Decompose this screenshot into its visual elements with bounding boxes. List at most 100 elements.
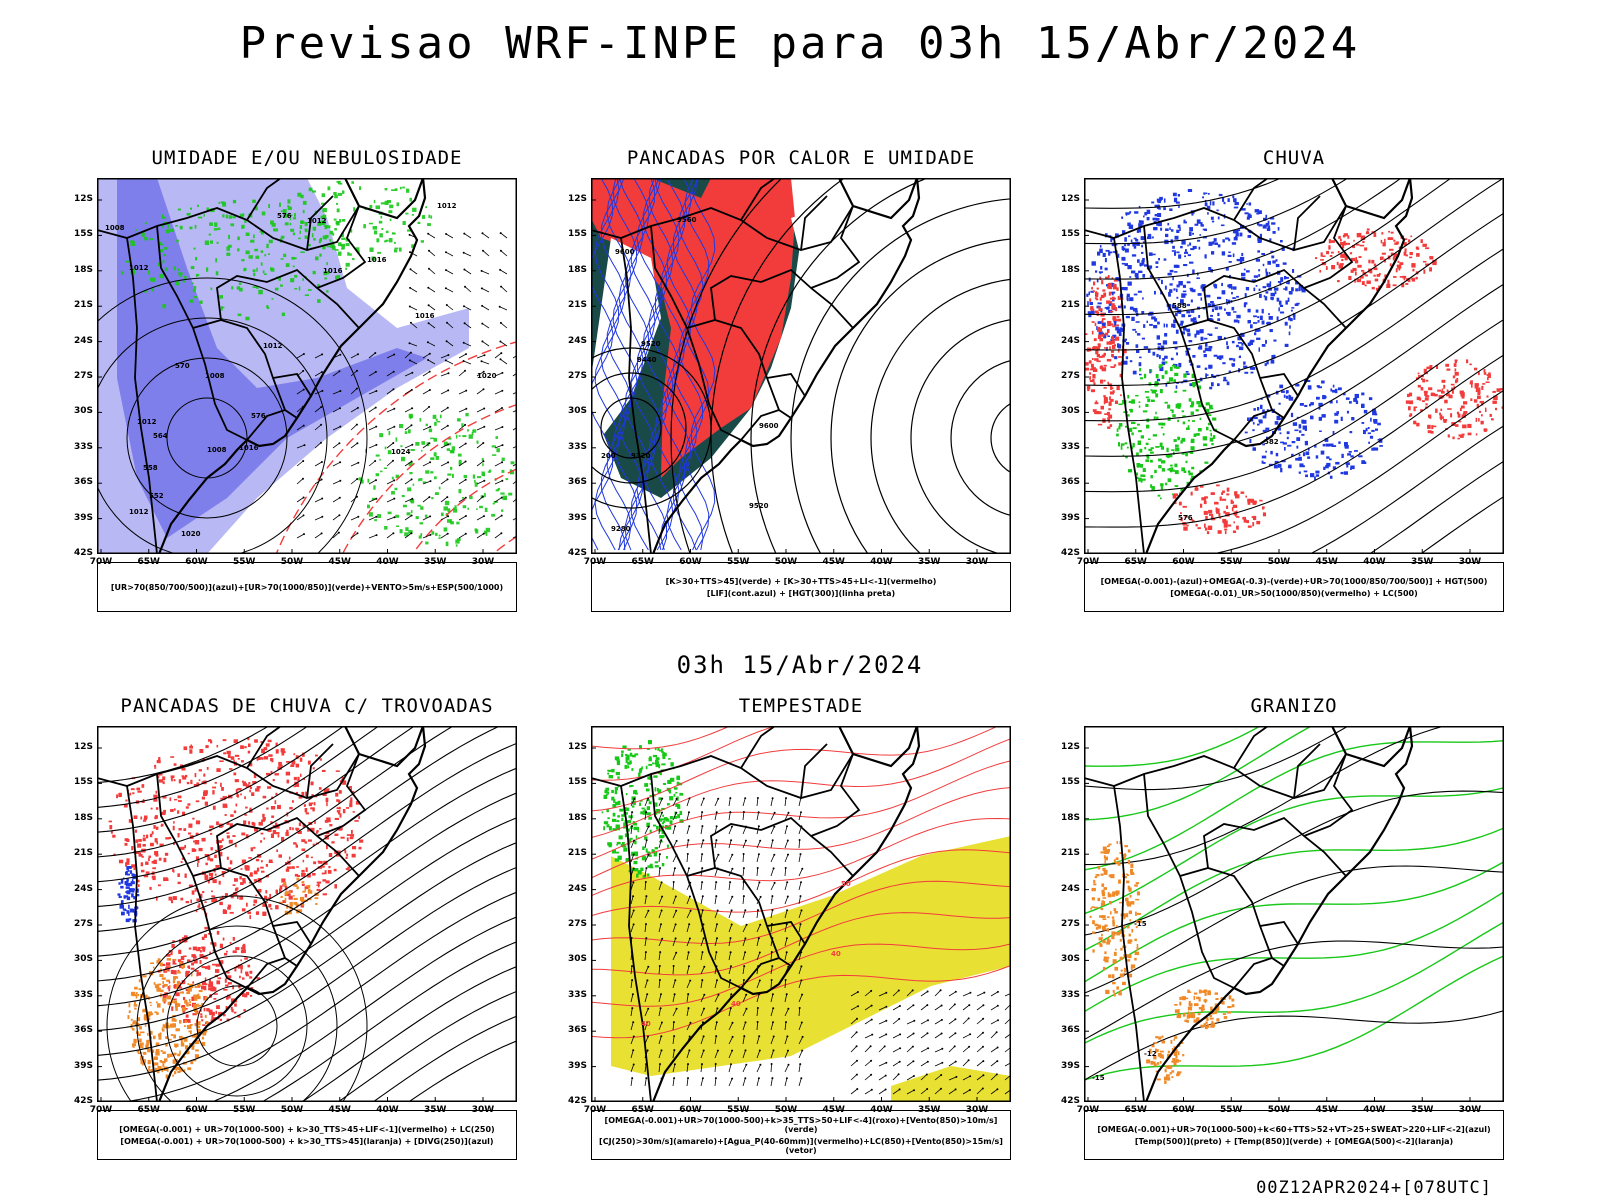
strong-wind-vector-head	[659, 1007, 662, 1010]
strong-omega-cell	[1207, 422, 1212, 426]
storm-risk-cell	[185, 901, 189, 904]
humid-ascent-cell	[1340, 253, 1345, 258]
low-level-humidity-cell	[317, 284, 320, 287]
omega-ascent-cell	[1130, 239, 1133, 243]
low-level-wind-cell	[621, 753, 624, 758]
humid-ascent-cell	[1481, 414, 1483, 417]
instability-cell	[184, 1020, 187, 1023]
humid-ascent-cell	[1225, 512, 1230, 517]
storm-risk-cell	[217, 1017, 220, 1020]
humid-ascent-cell	[1462, 412, 1466, 416]
wind-vector-head	[446, 321, 448, 324]
omega-ascent-cell	[1173, 264, 1179, 268]
omega-ascent-cell	[1269, 281, 1272, 284]
strong-wind-vector-head	[784, 979, 787, 981]
wind-vector-head	[392, 532, 395, 535]
wind-vector	[350, 424, 358, 431]
omega-ascent-cell	[1175, 329, 1179, 334]
geopotential-500-contour	[1084, 318, 1504, 493]
strong-omega-cell	[1160, 426, 1164, 429]
wind-vector-head	[482, 532, 485, 535]
divergence-cell	[121, 912, 124, 916]
strong-wind-vector-head	[744, 839, 747, 842]
low-level-wind-cell	[649, 829, 652, 833]
strong-wind-vector	[770, 979, 772, 989]
humid-ascent-cell	[1089, 376, 1091, 380]
omega-ascent-cell	[1139, 263, 1144, 266]
omega-ascent-cell	[1187, 254, 1191, 257]
omega-ascent-cell	[1147, 233, 1152, 238]
strong-omega-cell	[1125, 425, 1128, 428]
humid-ascent-cell	[1336, 261, 1339, 266]
storm-risk-cell	[275, 792, 278, 796]
omega-ascent-cell	[1169, 227, 1171, 230]
storm-risk-cell	[260, 832, 264, 835]
low-level-humidity-cell	[334, 249, 339, 251]
omega-ascent-cell	[1190, 248, 1195, 251]
omega-ascent-cell	[1334, 419, 1339, 424]
storm-risk-cell	[212, 786, 217, 789]
humid-ascent-cell	[1215, 510, 1220, 514]
storm-risk-cell	[270, 908, 273, 910]
strong-omega-cell	[1160, 486, 1163, 490]
storm-risk-cell	[168, 988, 171, 992]
strong-omega-cell	[1164, 370, 1168, 375]
instability-cell	[133, 1020, 136, 1023]
strong-wind-vector	[672, 980, 676, 989]
country-border	[710, 268, 854, 329]
wind-vector-head	[409, 351, 412, 354]
storm-risk-cell	[194, 840, 200, 845]
strong-wind-vector-head	[660, 881, 663, 884]
storm-risk-cell	[192, 981, 195, 984]
omega-ascent-cell	[1332, 466, 1337, 470]
low-level-humidity-cell	[410, 415, 413, 419]
map-frame: 588 582 576 12S 15S 18S 21S 24S 27S 30S 33S 36S 39S 4…	[1061, 178, 1504, 567]
storm-risk-cell	[304, 894, 307, 898]
storm-risk-cell	[195, 909, 198, 913]
low-level-humidity-cell	[369, 204, 373, 209]
low-level-humidity-cell	[231, 286, 234, 290]
low-level-humidity-cell	[221, 306, 225, 309]
omega-ascent-cell	[1270, 450, 1273, 455]
contour-label: 1020	[477, 372, 497, 380]
geopotential-500-contour	[1368, 460, 1504, 554]
low-level-wind-cell	[646, 812, 651, 816]
instability-cell	[185, 1050, 190, 1055]
omega-ascent-cell	[1325, 437, 1328, 441]
strong-omega-cell	[1188, 472, 1193, 476]
omega-ascent-cell	[1217, 312, 1220, 317]
low-level-wind-cell	[656, 788, 659, 792]
omega-ascent-cell	[1125, 315, 1130, 319]
humid-ascent-cell	[1439, 412, 1442, 416]
low-level-wind-cell	[623, 826, 628, 829]
low-level-humidity-cell	[337, 180, 341, 185]
omega-ascent-cell	[1111, 291, 1116, 294]
storm-risk-cell	[131, 864, 136, 868]
low-level-humidity-cell	[182, 280, 186, 283]
storm-risk-cell	[286, 893, 291, 896]
omega-ascent-cell	[1247, 342, 1251, 347]
low-level-humidity-cell	[299, 230, 301, 234]
strong-wind-vector	[770, 812, 775, 821]
low-level-wind-cell	[646, 806, 650, 810]
low-level-humidity-cell	[304, 228, 307, 232]
country-border	[810, 205, 861, 289]
contour-label: 9520	[641, 340, 661, 348]
humid-ascent-cell	[1090, 308, 1095, 311]
low-level-wind-cell	[626, 754, 630, 758]
storm-risk-cell	[226, 996, 229, 1000]
humid-ascent-cell	[1096, 360, 1101, 363]
omega-ascent-cell	[1202, 307, 1206, 310]
storm-risk-cell	[126, 858, 130, 863]
low-level-humidity-cell	[336, 202, 338, 205]
strong-omega-cell	[1116, 428, 1119, 432]
omega-ascent-cell	[1281, 247, 1285, 251]
low-level-humidity-cell	[266, 243, 269, 249]
humid-ascent-cell	[1409, 413, 1413, 417]
storm-risk-cell	[325, 880, 330, 884]
low-level-humidity-cell	[474, 479, 476, 483]
wind-vector-head	[464, 460, 467, 463]
low-level-humidity-cell	[394, 241, 396, 244]
omega-ascent-cell	[1226, 299, 1228, 303]
storm-risk-cell	[274, 773, 279, 776]
